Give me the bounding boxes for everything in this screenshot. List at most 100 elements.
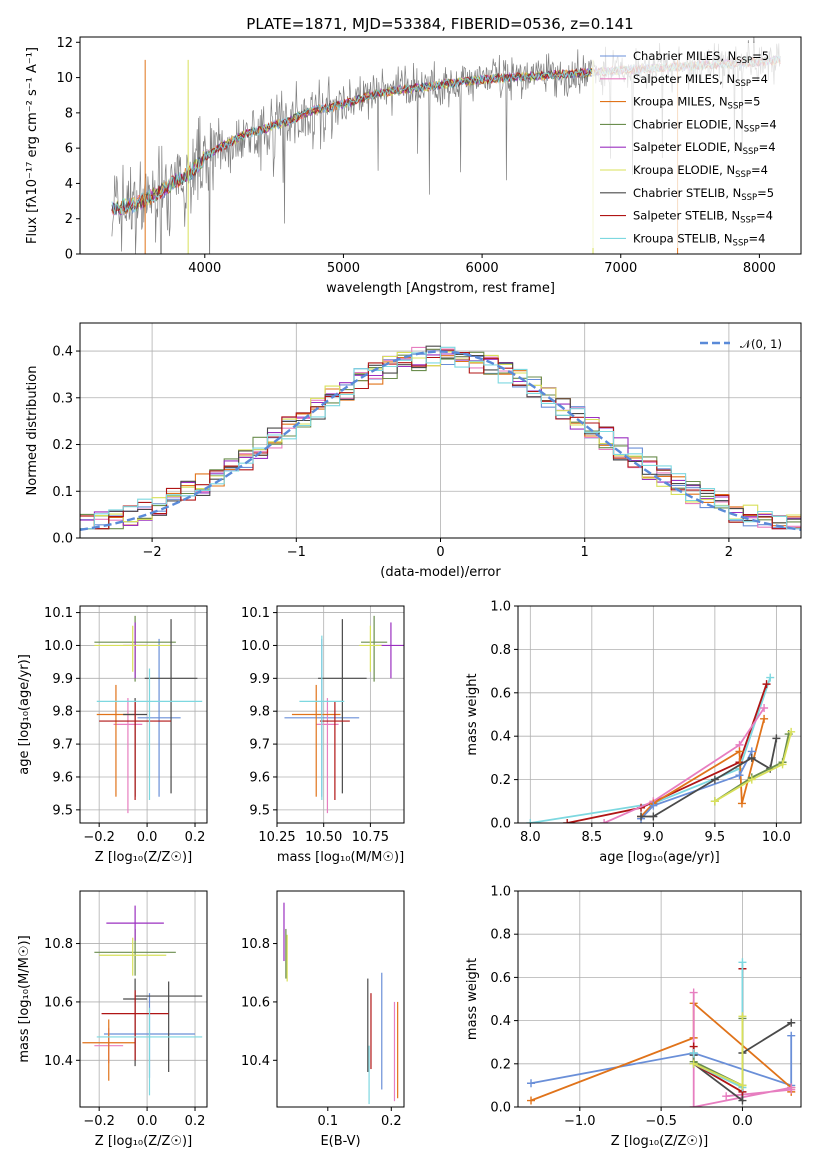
legend-entry-salpeter_miles: Salpeter MILES, NSSP=4: [633, 72, 768, 89]
x-tick-label: 9.0: [643, 830, 664, 845]
data-point-marker: [526, 819, 535, 823]
data-point-marker: [689, 1049, 698, 1057]
errorbar-point-kroupa_elodie: [94, 625, 172, 672]
y-tick-label: 10.8: [44, 937, 73, 952]
data-point-marker: [760, 703, 769, 712]
x-tick-label: 0: [436, 545, 444, 560]
data-point-marker: [649, 801, 658, 810]
y-tick-label: 0.4: [490, 730, 511, 745]
axes-frame: [276, 890, 405, 1108]
panel-age_vs_Z: −0.2 0.0 0.2 9.5 9.6 9.7 9.8 9.9 10.0 10.1 Z [log₁…: [17, 605, 208, 865]
errorbar-point-salpeter_miles: [113, 698, 143, 814]
data-point-marker: [787, 1031, 796, 1040]
x-axis-label: (data-model)/error: [380, 565, 501, 580]
y-tick-label: 8: [65, 106, 73, 121]
x-tick-label: −1: [287, 545, 306, 560]
data-point-marker: [689, 1059, 698, 1068]
data-point-marker: [738, 1081, 747, 1090]
x-tick-label: 0.2: [185, 1114, 206, 1129]
data-point-marker: [747, 753, 756, 762]
legend-entry-kroupa_stelib: Kroupa STELIB, NSSP=4: [633, 231, 765, 248]
y-axis-label: mass [log₁₀(M/M☉)]: [17, 935, 32, 1062]
errorbar-point-chabrier_miles: [137, 638, 181, 797]
data-point-marker: [722, 1092, 731, 1101]
series-line: [603, 707, 765, 823]
y-tick-label: 0.0: [52, 532, 73, 547]
x-axis-label: age [log₁₀(age/yr)]: [599, 850, 720, 865]
series-chabrier_miles: [637, 747, 756, 823]
errorbar-point-salpeter_stelib: [319, 701, 350, 800]
data-point-marker: [738, 1012, 747, 1021]
data-point-marker: [762, 680, 771, 689]
data-point-marker: [710, 797, 719, 806]
series-line: [640, 750, 753, 820]
x-axis-label: Z [log₁₀(Z/Z☉)]: [95, 850, 192, 865]
x-tick-label: 4000: [188, 261, 221, 276]
data-point-marker: [787, 727, 796, 736]
errorbar-point-kroupa_stelib: [299, 635, 345, 800]
data-point-marker: [737, 799, 746, 808]
plot-area: [284, 615, 404, 814]
legend-entry-salpeter_elodie: Salpeter ELODIE, NSSP=4: [633, 140, 776, 157]
axes-frame: [79, 36, 802, 255]
series-kroupa_elodie: [710, 727, 796, 806]
errorbar-point-salpeter_stelib: [99, 701, 172, 800]
residual-histogram-chabrier_stelib: [80, 345, 801, 530]
data-point-marker: [735, 771, 744, 780]
y-tick-label: 0.4: [52, 345, 73, 360]
panel-weight_vs_age: 8.0 8.5 9.0 9.5 10.0 0.0 0.2 0.4 0.6 0.8 1.0 age [l…: [465, 600, 802, 865]
errorbar-point-kroupa_stelib: [96, 668, 203, 800]
y-tick-label: 9.8: [52, 705, 73, 720]
data-point-marker: [649, 812, 658, 821]
y-axis-label: Flux [fλ10⁻¹⁷ erg cm⁻² s⁻¹ A⁻¹]: [25, 47, 40, 244]
y-tick-label: 9.8: [249, 705, 270, 720]
data-point-marker: [772, 734, 781, 743]
errorbar-point-salpeter_elodie: [106, 905, 164, 941]
spectrum-legend: Chabrier MILES, NSSP=5 Salpeter MILES, NS…: [592, 43, 798, 248]
x-axis-label: wavelength [Angstrom, rest frame]: [326, 281, 555, 296]
y-tick-label: 10.6: [241, 995, 270, 1010]
series-salpeter_miles: [689, 988, 796, 1107]
plot-area: [283, 902, 399, 1105]
x-tick-label: 0.2: [381, 1114, 402, 1129]
legend-entry-chabrier_miles: Chabrier MILES, NSSP=5: [633, 49, 769, 66]
x-tick-label: 0.2: [185, 830, 206, 845]
series-kroupa_elodie: [689, 1012, 747, 1090]
series-line: [714, 733, 790, 803]
data-point-marker: [738, 1096, 747, 1105]
errorbar-point-chabrier_stelib_b: [135, 981, 203, 1072]
y-tick-label: 10.6: [44, 995, 73, 1010]
axes-frame: [517, 605, 802, 824]
x-tick-label: 10.25: [258, 830, 295, 845]
panel-weight_vs_Z: −1.0 −0.5 0.0 0.0 0.2 0.4 0.6 0.8 1.0 Z [log₁₀(Z/…: [465, 885, 802, 1149]
x-tick-label: 0.0: [137, 1114, 158, 1129]
plot-area: [80, 345, 801, 531]
y-axis-label: age [log₁₀(age/yr)]: [17, 654, 32, 775]
plot-area: [527, 958, 796, 1107]
x-tick-label: 10.50: [305, 830, 342, 845]
data-point-marker: [787, 1018, 796, 1027]
residual-legend: 𝒩(0, 1): [700, 337, 782, 351]
errorbar-point-chabrier_stelib: [318, 619, 367, 794]
x-tick-label: −0.5: [645, 1114, 677, 1129]
plot-area: [526, 673, 796, 823]
data-point-marker: [766, 673, 775, 682]
y-tick-label: 0.2: [490, 1057, 511, 1072]
data-point-marker: [778, 760, 787, 769]
y-tick-label: 10.1: [241, 606, 270, 621]
x-axis-label: E(B-V): [320, 1134, 360, 1149]
legend-entry-salpeter_stelib: Salpeter STELIB, NSSP=4: [633, 209, 773, 226]
data-point-marker: [689, 1103, 698, 1107]
y-tick-label: 10.4: [241, 1054, 270, 1069]
spectrum-title: PLATE=1871, MJD=53384, FIBERID=0536, z=0…: [246, 15, 633, 33]
data-point-marker: [563, 819, 572, 823]
axes-frame: [276, 605, 405, 824]
axes-frame: [79, 890, 208, 1108]
legend-box: [592, 43, 798, 248]
x-tick-label: −0.2: [83, 1114, 115, 1129]
data-point-marker: [735, 747, 744, 756]
y-tick-label: 9.6: [249, 770, 270, 785]
data-point-marker: [760, 714, 769, 723]
y-tick-label: 9.5: [249, 803, 270, 818]
